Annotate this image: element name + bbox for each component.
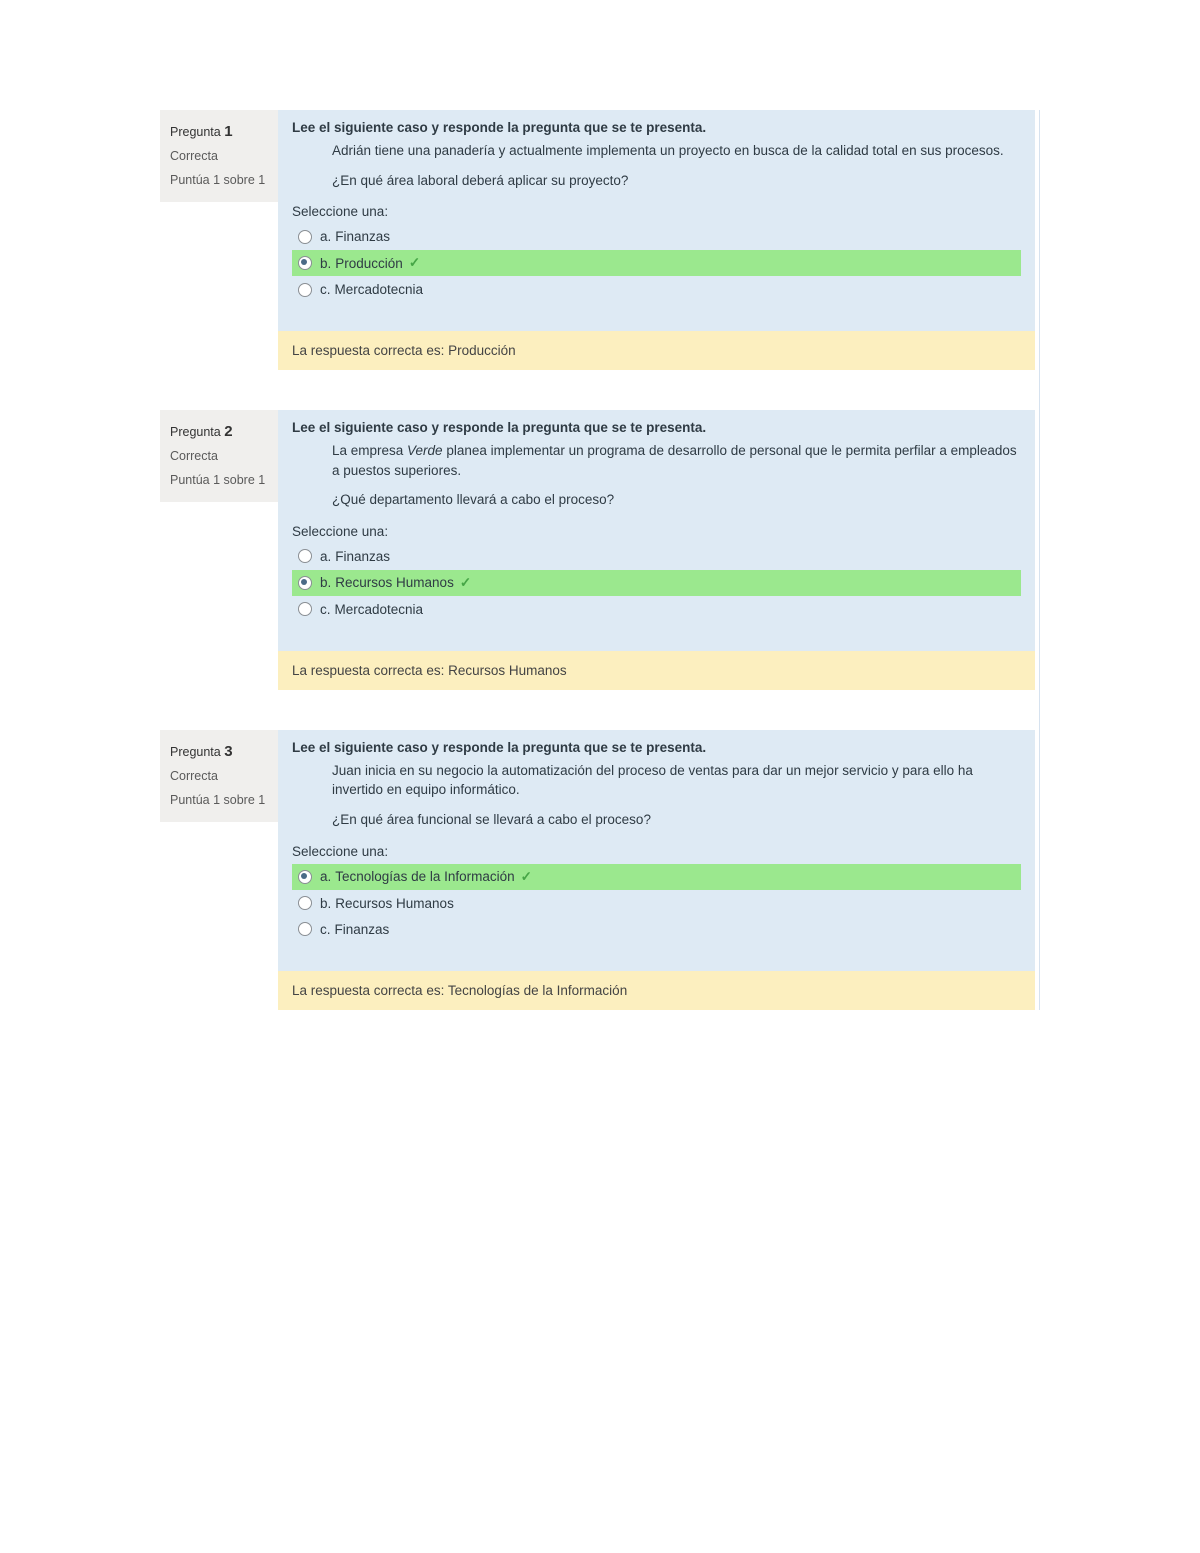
option-letter: c.: [320, 282, 331, 297]
question-state: Correcta: [170, 766, 268, 786]
question-word: Pregunta: [170, 125, 221, 139]
option-letter: a.: [320, 229, 331, 244]
answer-option[interactable]: b. Recursos Humanos ✓: [292, 570, 1021, 596]
question-case: Adrián tiene una panadería y actualmente…: [332, 141, 1021, 161]
question-content: Lee el siguiente caso y responde la preg…: [278, 110, 1035, 370]
question-grade: Puntúa 1 sobre 1: [170, 170, 268, 190]
select-one-prompt: Seleccione una:: [278, 840, 1035, 863]
question-subquestion: ¿Qué departamento llevará a cabo el proc…: [332, 490, 1021, 510]
question-state: Correcta: [170, 446, 268, 466]
question-text: Lee el siguiente caso y responde la preg…: [278, 110, 1035, 200]
question-subquestion: ¿En qué área laboral deberá aplicar su p…: [332, 171, 1021, 191]
option-letter: b.: [320, 896, 331, 911]
question-state: Correcta: [170, 146, 268, 166]
answer-option[interactable]: a. Finanzas: [292, 224, 1021, 249]
question-block: Pregunta 3CorrectaPuntúa 1 sobre 1Lee el…: [160, 730, 1035, 1010]
radio-icon[interactable]: [298, 576, 312, 590]
question-label: Pregunta 2: [170, 420, 268, 444]
question-content: Lee el siguiente caso y responde la preg…: [278, 730, 1035, 1010]
options-list: a. Tecnologías de la Información ✓ b. Recu…: [278, 864, 1035, 957]
question-subquestion: ¿En qué área funcional se llevará a cabo…: [332, 810, 1021, 830]
option-letter: a.: [320, 869, 331, 884]
question-case: La empresa Verde planea implementar un p…: [332, 441, 1021, 480]
check-icon: ✓: [460, 575, 471, 591]
question-info: Pregunta 3CorrectaPuntúa 1 sobre 1: [160, 730, 278, 822]
question-info: Pregunta 1CorrectaPuntúa 1 sobre 1: [160, 110, 278, 202]
question-stem: Lee el siguiente caso y responde la preg…: [292, 420, 1021, 435]
feedback-answer: Recursos Humanos: [448, 663, 567, 678]
option-letter: a.: [320, 549, 331, 564]
answer-option[interactable]: b. Recursos Humanos: [292, 891, 1021, 916]
question-word: Pregunta: [170, 425, 221, 439]
options-list: a. Finanzas b. Recursos Humanos ✓ c. Mercad…: [278, 544, 1035, 637]
correct-answer-feedback: La respuesta correcta es: Recursos Human…: [278, 651, 1035, 690]
answer-option[interactable]: b. Producción ✓: [292, 250, 1021, 276]
correct-answer-feedback: La respuesta correcta es: Tecnologías de…: [278, 971, 1035, 1010]
radio-icon[interactable]: [298, 896, 312, 910]
radio-icon[interactable]: [298, 230, 312, 244]
correct-answer-feedback: La respuesta correcta es: Producción: [278, 331, 1035, 370]
question-label: Pregunta 3: [170, 740, 268, 764]
answer-option[interactable]: c. Mercadotecnia: [292, 277, 1021, 302]
option-text: Mercadotecnia: [335, 602, 424, 617]
answer-option[interactable]: a. Tecnologías de la Información ✓: [292, 864, 1021, 890]
option-text: Finanzas: [335, 922, 390, 937]
feedback-prefix: La respuesta correcta es:: [292, 663, 448, 678]
option-text: Finanzas: [335, 549, 390, 564]
question-case: Juan inicia en su negocio la automatizac…: [332, 761, 1021, 800]
option-letter: b.: [320, 575, 331, 590]
radio-icon[interactable]: [298, 922, 312, 936]
question-text: Lee el siguiente caso y responde la preg…: [278, 730, 1035, 840]
question-block: Pregunta 2CorrectaPuntúa 1 sobre 1Lee el…: [160, 410, 1035, 690]
question-content: Lee el siguiente caso y responde la preg…: [278, 410, 1035, 690]
answer-option[interactable]: a. Finanzas: [292, 544, 1021, 569]
radio-icon[interactable]: [298, 283, 312, 297]
question-word: Pregunta: [170, 745, 221, 759]
radio-icon[interactable]: [298, 256, 312, 270]
option-text: Recursos Humanos: [335, 896, 454, 911]
answer-option[interactable]: c. Finanzas: [292, 917, 1021, 942]
question-grade: Puntúa 1 sobre 1: [170, 470, 268, 490]
option-text: Recursos Humanos: [335, 575, 454, 590]
question-stem: Lee el siguiente caso y responde la preg…: [292, 740, 1021, 755]
option-letter: b.: [320, 256, 331, 271]
option-text: Mercadotecnia: [335, 282, 424, 297]
radio-icon[interactable]: [298, 602, 312, 616]
option-text: Tecnologías de la Información: [335, 869, 514, 884]
question-number: 3: [224, 743, 232, 760]
question-number: 2: [224, 423, 232, 440]
feedback-prefix: La respuesta correcta es:: [292, 343, 448, 358]
check-icon: ✓: [409, 255, 420, 271]
select-one-prompt: Seleccione una:: [278, 520, 1035, 543]
question-info: Pregunta 2CorrectaPuntúa 1 sobre 1: [160, 410, 278, 502]
question-number: 1: [224, 123, 232, 140]
check-icon: ✓: [521, 869, 532, 885]
quiz-page: Pregunta 1CorrectaPuntúa 1 sobre 1Lee el…: [160, 110, 1040, 1010]
question-block: Pregunta 1CorrectaPuntúa 1 sobre 1Lee el…: [160, 110, 1035, 370]
feedback-answer: Tecnologías de la Información: [448, 983, 627, 998]
option-letter: c.: [320, 602, 331, 617]
radio-icon[interactable]: [298, 549, 312, 563]
radio-icon[interactable]: [298, 870, 312, 884]
question-text: Lee el siguiente caso y responde la preg…: [278, 410, 1035, 520]
options-list: a. Finanzas b. Producción ✓ c. Mercadotecni…: [278, 224, 1035, 317]
answer-option[interactable]: c. Mercadotecnia: [292, 597, 1021, 622]
option-text: Finanzas: [335, 229, 390, 244]
option-text: Producción: [335, 256, 403, 271]
select-one-prompt: Seleccione una:: [278, 200, 1035, 223]
question-stem: Lee el siguiente caso y responde la preg…: [292, 120, 1021, 135]
feedback-answer: Producción: [448, 343, 516, 358]
question-grade: Puntúa 1 sobre 1: [170, 790, 268, 810]
question-label: Pregunta 1: [170, 120, 268, 144]
feedback-prefix: La respuesta correcta es:: [292, 983, 448, 998]
option-letter: c.: [320, 922, 331, 937]
